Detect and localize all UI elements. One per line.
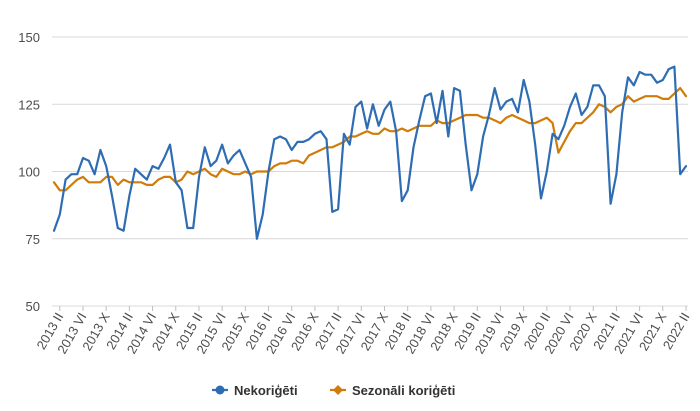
legend-marker-1 bbox=[333, 385, 343, 395]
y-tick-label: 100 bbox=[18, 165, 40, 180]
y-tick-label: 150 bbox=[18, 30, 40, 45]
legend-marker-0 bbox=[215, 385, 225, 395]
y-axis-ticks: 50 75 100 125 150 bbox=[18, 30, 40, 314]
gridlines bbox=[52, 36, 688, 307]
legend: Nekoriģēti Sezonāli koriģēti bbox=[212, 383, 455, 398]
legend-label-1: Sezonāli koriģēti bbox=[352, 383, 455, 398]
series-line-1 bbox=[52, 86, 688, 192]
legend-label-0: Nekoriģēti bbox=[234, 383, 298, 398]
series-lines bbox=[52, 65, 688, 240]
series-line-0 bbox=[52, 65, 688, 240]
y-tick-label: 75 bbox=[26, 232, 40, 247]
y-tick-label: 125 bbox=[18, 97, 40, 112]
y-tick-label: 50 bbox=[26, 299, 40, 314]
